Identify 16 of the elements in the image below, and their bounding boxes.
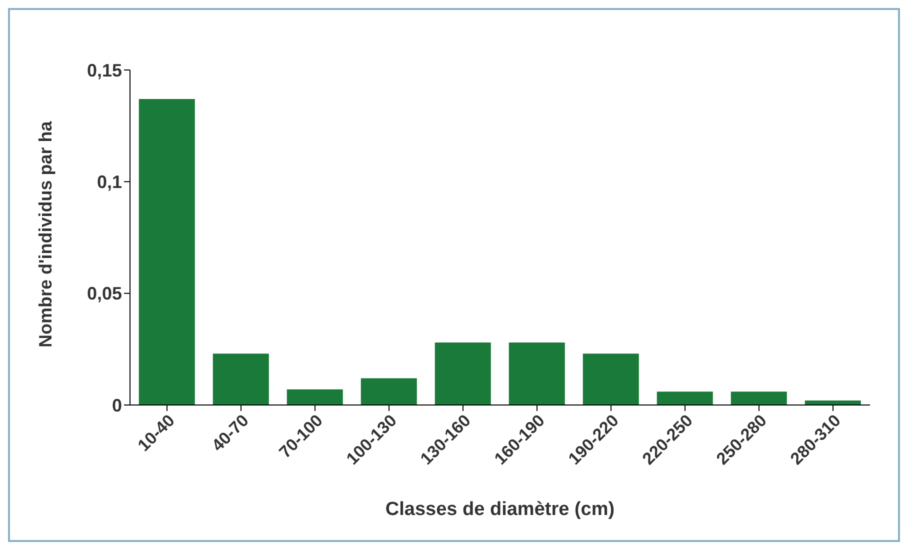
y-axis-title: Nombre d'individus par ha <box>35 120 56 348</box>
y-tick-label: 0,15 <box>86 60 122 80</box>
y-tick-label: 0 <box>112 395 122 416</box>
bar <box>360 378 417 405</box>
bar <box>730 392 787 405</box>
bar <box>138 99 195 405</box>
bar <box>804 400 861 405</box>
y-tick-label: 0,05 <box>86 284 122 304</box>
bar <box>286 389 343 405</box>
bar <box>508 342 565 405</box>
x-axis-title: Classes de diamètre (cm) <box>385 499 615 520</box>
bar <box>582 354 639 405</box>
bar <box>434 342 491 405</box>
y-tick-label: 0,1 <box>96 172 122 192</box>
bar <box>212 354 269 405</box>
bar <box>656 392 713 405</box>
